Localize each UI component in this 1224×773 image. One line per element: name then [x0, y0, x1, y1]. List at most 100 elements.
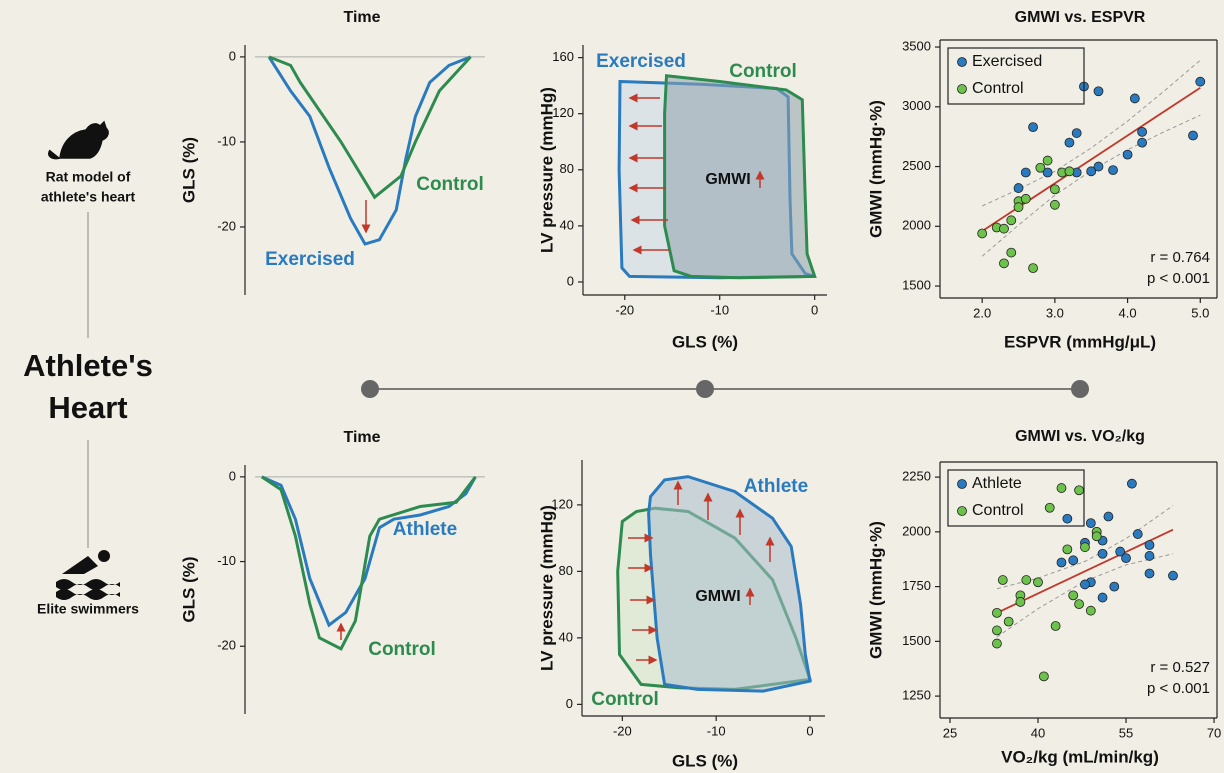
point	[1064, 166, 1075, 177]
point	[1168, 570, 1178, 581]
x-tick-label: 3.0	[1046, 305, 1064, 320]
point	[1074, 485, 1084, 496]
curve	[260, 475, 477, 651]
main-title: Athlete's	[23, 348, 153, 383]
point	[1144, 551, 1155, 561]
x-axis-label: Time	[343, 9, 380, 26]
point	[1085, 605, 1096, 616]
main-title: Heart	[48, 390, 127, 425]
series-label: Control	[729, 61, 797, 82]
y-tick-label: 3500	[902, 38, 931, 53]
x-tick-label: -10	[710, 302, 729, 317]
y-tick-label: 0	[567, 273, 574, 288]
y-tick-label: 40	[560, 217, 574, 232]
point	[1144, 568, 1155, 579]
point	[1044, 502, 1055, 513]
point	[1097, 548, 1108, 559]
point	[1056, 483, 1067, 493]
point	[1091, 531, 1102, 542]
legend-box	[947, 47, 1085, 105]
point	[1038, 671, 1049, 682]
point	[1068, 555, 1079, 566]
chart-title: GMWI vs. ESPVR	[1015, 9, 1146, 26]
rat-icon	[48, 120, 109, 160]
series-label: Control	[591, 689, 659, 710]
legend-marker	[957, 506, 967, 516]
point	[1013, 183, 1024, 193]
x-tick-label: 0	[811, 302, 818, 317]
point	[1137, 126, 1148, 137]
point	[1080, 542, 1090, 553]
x-tick-label: 2.0	[973, 305, 991, 320]
y-tick-label: 80	[559, 563, 573, 578]
x-axis-label: VO₂/kg (mL/min/kg)	[1001, 747, 1159, 766]
y-tick-label: 40	[559, 629, 573, 644]
point	[977, 228, 988, 239]
point	[1074, 599, 1084, 610]
point	[1144, 540, 1155, 550]
x-tick-label: 25	[943, 725, 957, 740]
y-tick-label: 2500	[902, 158, 931, 173]
divider-dot	[696, 380, 714, 398]
point	[1021, 575, 1032, 585]
point	[1086, 166, 1097, 177]
point	[1129, 93, 1140, 104]
y-tick-label: 120	[551, 496, 573, 511]
x-tick-label: 55	[1119, 725, 1133, 740]
legend-marker	[957, 479, 967, 489]
point	[992, 638, 1002, 649]
point	[1033, 577, 1043, 588]
group-label: athlete's heart	[41, 189, 136, 205]
y-tick-label: 0	[229, 468, 236, 483]
point	[992, 607, 1002, 618]
y-axis-label: GMWI (mmHg·%)	[866, 100, 885, 238]
y-tick-label: 160	[552, 49, 574, 64]
annotation: GMWI	[695, 588, 740, 605]
y-tick-label: 3000	[902, 98, 931, 113]
y-tick-label: -20	[217, 218, 236, 233]
curve	[268, 55, 472, 200]
point	[1103, 511, 1114, 522]
x-tick-label: 5.0	[1191, 305, 1209, 320]
x-axis-label: GLS (%)	[672, 751, 738, 770]
y-tick-label: 0	[566, 696, 573, 711]
y-tick-label: 0	[229, 48, 236, 63]
point	[1020, 167, 1031, 178]
curve	[261, 475, 477, 628]
point	[1080, 579, 1090, 590]
point	[1042, 167, 1053, 178]
point	[1071, 128, 1082, 138]
y-tick-label: 120	[552, 105, 574, 120]
point	[1049, 199, 1060, 210]
y-tick-label: -10	[217, 553, 236, 568]
point	[1042, 155, 1053, 166]
series-label: Athlete	[744, 476, 808, 497]
point	[1085, 518, 1096, 528]
x-tick-label: 4.0	[1119, 305, 1137, 320]
point	[1049, 184, 1060, 195]
x-tick-label: -20	[615, 302, 634, 317]
annotation: GMWI	[705, 171, 750, 188]
curve	[267, 55, 472, 246]
legend-label: Athlete	[972, 475, 1022, 492]
x-tick-label: 0	[806, 723, 813, 738]
y-tick-label: 2000	[902, 523, 931, 538]
x-axis-label: ESPVR (mmHg/μL)	[1004, 332, 1156, 351]
group-label: Elite swimmers	[37, 601, 139, 617]
point	[997, 575, 1008, 585]
point	[1028, 122, 1038, 133]
pv-loop	[647, 475, 812, 693]
stat-annotation: p < 0.001	[1147, 270, 1210, 287]
series-label: Control	[416, 174, 484, 195]
point	[1006, 215, 1017, 226]
y-tick-label: -10	[217, 133, 236, 148]
divider-dot	[1071, 380, 1089, 398]
series-label: Exercised	[596, 51, 686, 72]
point	[1035, 162, 1046, 173]
chart-title: GMWI vs. VO₂/kg	[1015, 428, 1145, 445]
x-axis-label: Time	[343, 429, 380, 446]
ci-band	[996, 553, 1174, 638]
x-tick-label: -20	[613, 723, 632, 738]
group-label: Rat model of	[46, 169, 131, 185]
point	[1020, 193, 1031, 204]
